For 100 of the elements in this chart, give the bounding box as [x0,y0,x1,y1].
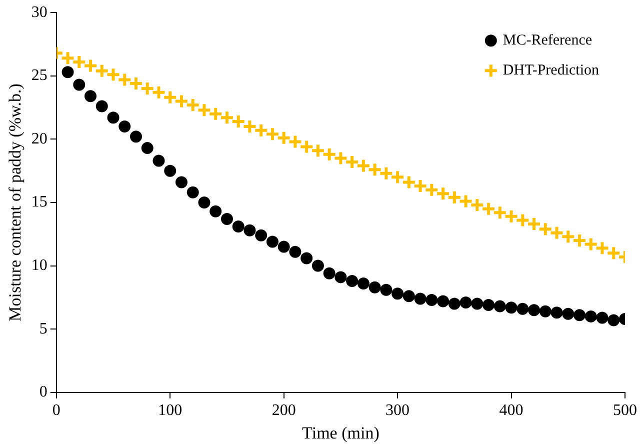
point [186,186,199,198]
point [333,150,348,166]
legend-label: MC-Reference [502,32,592,49]
point [402,290,415,302]
point [312,260,324,272]
y-tick-label: 25 [31,67,48,84]
point [164,164,176,177]
point [73,78,86,91]
point [594,240,610,256]
point [255,229,268,242]
point [346,274,358,287]
point [117,72,132,88]
x-tick-label: 0 [52,402,60,420]
point [288,134,303,150]
point [210,205,222,218]
point [494,300,506,312]
x-tick-label: 300 [386,402,410,420]
point [562,308,574,320]
point [344,154,360,170]
point [323,267,336,280]
point [96,100,108,112]
point [401,174,416,190]
point [310,143,326,158]
y-tick-label: 30 [31,4,48,21]
point [482,299,495,312]
point [106,67,121,82]
point [357,278,370,290]
point [175,176,188,188]
point [254,122,269,138]
point [606,246,622,261]
point [368,281,381,294]
y-tick-label: 0 [39,384,48,401]
y-tick-label: 5 [39,320,48,338]
point [460,296,472,309]
point [242,119,258,134]
x-tick-label: 400 [499,402,524,420]
point [367,162,382,178]
y-tick-label: 20 [31,130,48,148]
x-tick-label: 100 [158,402,182,420]
point [322,146,337,162]
point [300,252,313,264]
point [426,294,438,306]
point [141,142,154,154]
point [549,225,564,240]
point [128,76,144,91]
point [264,126,280,142]
point [574,309,586,322]
point [276,130,292,146]
point [151,84,166,100]
point [538,222,553,237]
point [596,312,608,324]
point [412,178,428,194]
y-tick-label: 10 [31,257,48,274]
point [140,81,155,96]
point [471,298,484,310]
point [437,295,450,308]
point [299,139,314,154]
point [152,154,165,167]
point [458,194,474,209]
point [94,63,110,78]
point [174,94,189,109]
point [515,212,530,228]
point [266,236,278,248]
point [130,130,142,143]
point [390,170,406,185]
point [72,54,87,70]
point [584,310,597,322]
point [60,50,76,66]
point [62,66,74,78]
point [378,166,394,181]
y-axis-title: Moisture content of paddy (%w.b.) [6,84,25,322]
point [208,106,224,122]
point [526,216,542,232]
point [220,212,233,225]
point [232,220,244,233]
point [84,90,97,102]
point [278,240,290,253]
point [550,306,563,319]
point [436,186,451,202]
point [185,98,200,113]
point [481,201,496,216]
point [289,246,302,258]
point [380,284,392,296]
point [414,292,426,305]
point [392,288,404,300]
point [528,304,540,316]
point [448,298,460,310]
point [356,158,371,174]
point [516,302,529,315]
point [492,205,508,220]
point [424,182,440,198]
point [83,58,98,74]
point [118,120,131,133]
legend-label: DHT-Prediction [502,62,600,79]
point [196,102,212,118]
point [608,314,620,326]
point [162,90,178,105]
point [572,232,588,248]
x-tick-label: 500 [613,402,637,420]
point [560,229,576,244]
